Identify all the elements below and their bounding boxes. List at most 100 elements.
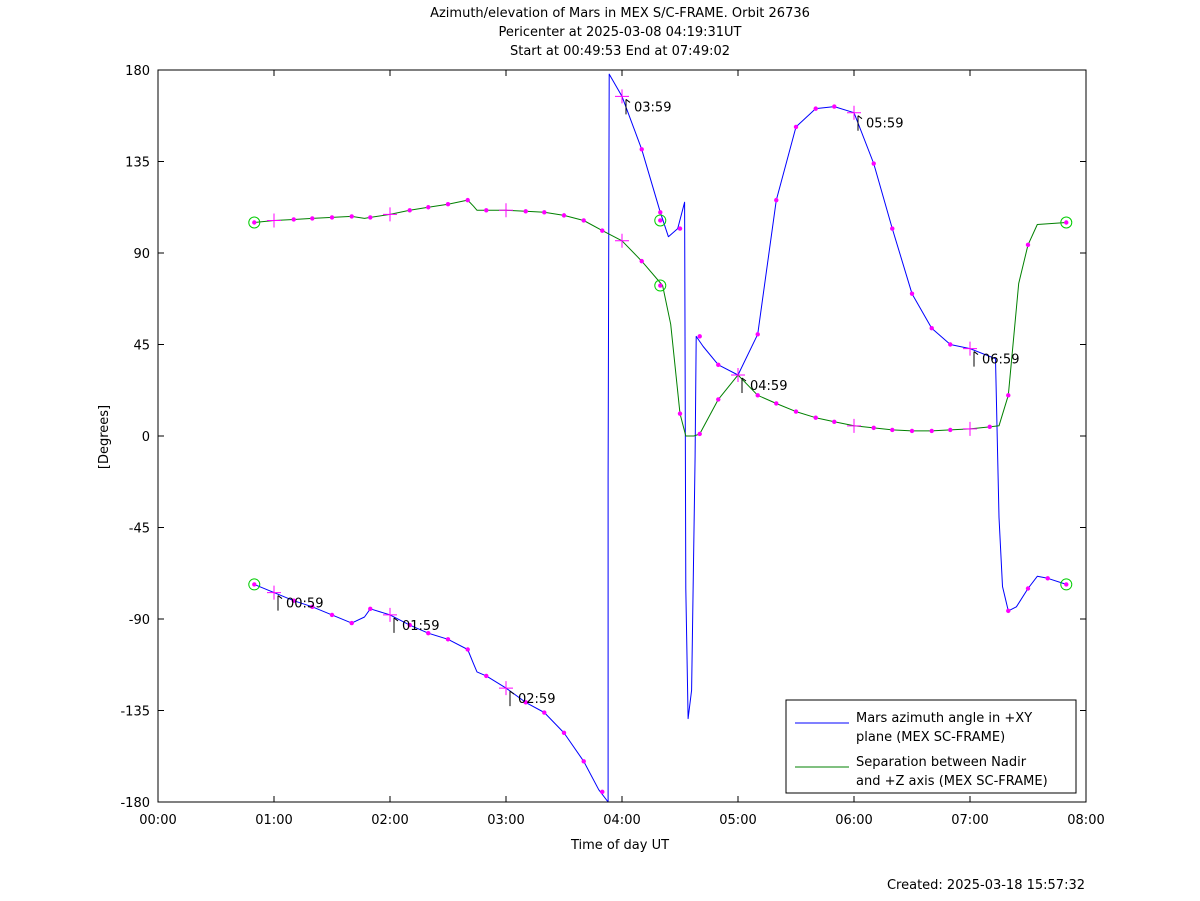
hour-mark-pointer-tip: [741, 377, 747, 382]
data-point: [445, 202, 451, 207]
data-point: [987, 424, 992, 430]
title-line-0: Azimuth/elevation of Mars in MEX S/C-FRA…: [430, 6, 810, 21]
legend-label-0: Mars azimuth angle in +XY: [856, 711, 1032, 726]
data-point: [1025, 242, 1031, 248]
data-point: [523, 209, 528, 214]
data-point: [948, 427, 953, 433]
hour-mark-cross: [383, 207, 397, 222]
hour-mark-cross: [383, 607, 397, 622]
data-point: [426, 205, 431, 210]
created-timestamp: Created: 2025-03-18 15:57:32: [887, 878, 1085, 893]
hour-mark-pointer-tip: [393, 617, 399, 622]
series-line-0: [254, 73, 1067, 803]
hour-mark-label: 06:59: [982, 353, 1019, 368]
data-point: [407, 622, 412, 628]
data-point: [813, 106, 818, 111]
legend: Mars azimuth angle in +XY plane (MEX SC-F…: [785, 699, 1077, 794]
endpoint-circle: [248, 578, 261, 591]
endpoint-circle: [248, 216, 261, 229]
plot-frame: [157, 69, 1087, 803]
data-point: [561, 730, 567, 736]
data-point: [890, 427, 895, 433]
hour-mark-label: 05:59: [866, 117, 903, 132]
x-tick-label: 01:00: [255, 813, 292, 828]
y-tick-label: 0: [142, 430, 150, 445]
data-point: [291, 598, 296, 603]
x-tick-label: 07:00: [951, 813, 988, 828]
data-point: [677, 226, 683, 231]
legend-label-1: Separation between Nadir: [856, 755, 1027, 770]
endpoint-dot: [252, 582, 257, 587]
data-point: [445, 637, 451, 642]
data-point: [697, 431, 702, 437]
data-point: [871, 425, 876, 431]
hour-mark-label: 03:59: [634, 100, 671, 115]
x-tick-label: 00:00: [139, 813, 176, 828]
data-point: [871, 161, 876, 166]
hour-mark-cross: [847, 105, 861, 120]
data-point: [639, 147, 644, 152]
data-point: [465, 197, 470, 203]
data-point: [600, 228, 605, 233]
data-point: [484, 208, 489, 213]
data-point: [349, 214, 354, 219]
data-point: [523, 700, 528, 705]
data-point: [329, 612, 335, 618]
endpoint-circle: [1060, 216, 1073, 229]
hour-mark-cross: [615, 89, 629, 104]
hour-mark-cross: [963, 341, 977, 356]
data-point: [793, 124, 799, 130]
data-point: [774, 197, 779, 203]
hour-mark-cross: [847, 418, 861, 433]
y-tick-label: 135: [125, 156, 150, 171]
data-point: [909, 291, 915, 296]
hour-mark-cross: [615, 233, 629, 248]
endpoint-circle: [1060, 578, 1073, 591]
x-tick-label: 08:00: [1067, 813, 1104, 828]
endpoint-dot: [658, 218, 663, 223]
hour-mark-cross: [267, 213, 281, 228]
hour-mark-label: 02:59: [518, 692, 555, 707]
data-point: [1006, 393, 1011, 398]
data-point: [581, 218, 586, 223]
data-point: [1025, 586, 1031, 591]
marker-layer: [248, 104, 1073, 795]
y-tick-label: -45: [129, 522, 150, 537]
data-point: [929, 428, 934, 434]
series-line-1: [254, 199, 1067, 437]
data-point: [716, 397, 721, 402]
hour-mark-cross: [499, 203, 513, 218]
data-point: [755, 332, 760, 337]
title-line-2: Start at 00:49:53 End at 07:49:02: [510, 44, 730, 59]
data-point: [465, 647, 470, 652]
data-point: [329, 215, 335, 220]
data-point: [581, 759, 586, 764]
hour-mark-label: 01:59: [402, 619, 439, 634]
endpoint-dot: [1064, 220, 1069, 225]
data-point: [832, 104, 837, 109]
y-tick-label: 180: [125, 64, 150, 79]
y-tick-label: -90: [129, 613, 150, 628]
endpoint-dot: [252, 220, 257, 225]
series-layer: [254, 73, 1067, 803]
y-tick-label: -135: [120, 705, 150, 720]
x-tick-label: 05:00: [719, 813, 756, 828]
hour-mark-label: 04:59: [750, 379, 787, 394]
endpoint-circle: [654, 214, 667, 227]
x-tick-label: 03:00: [487, 813, 524, 828]
legend-box: [785, 699, 1077, 794]
hour-mark-pointer-tip: [277, 595, 283, 599]
data-point: [793, 409, 799, 414]
y-axis-label: [Degrees]: [97, 405, 112, 469]
data-point: [716, 362, 721, 368]
x-tick-label: 06:00: [835, 813, 872, 828]
hour-mark-pointer-tip: [625, 99, 631, 103]
data-point: [948, 342, 953, 347]
endpoint-dot: [1064, 582, 1069, 587]
hour-mark-cross: [731, 368, 745, 382]
legend-label-1: and +Z axis (MEX SC-FRAME): [856, 774, 1048, 789]
data-point: [677, 411, 683, 416]
hour-mark-pointer-tip: [509, 690, 515, 695]
axis-ticks: 00:00 01:00 02:00 03:00 04:00 05:00 06:00 07:00…: [120, 64, 1104, 828]
